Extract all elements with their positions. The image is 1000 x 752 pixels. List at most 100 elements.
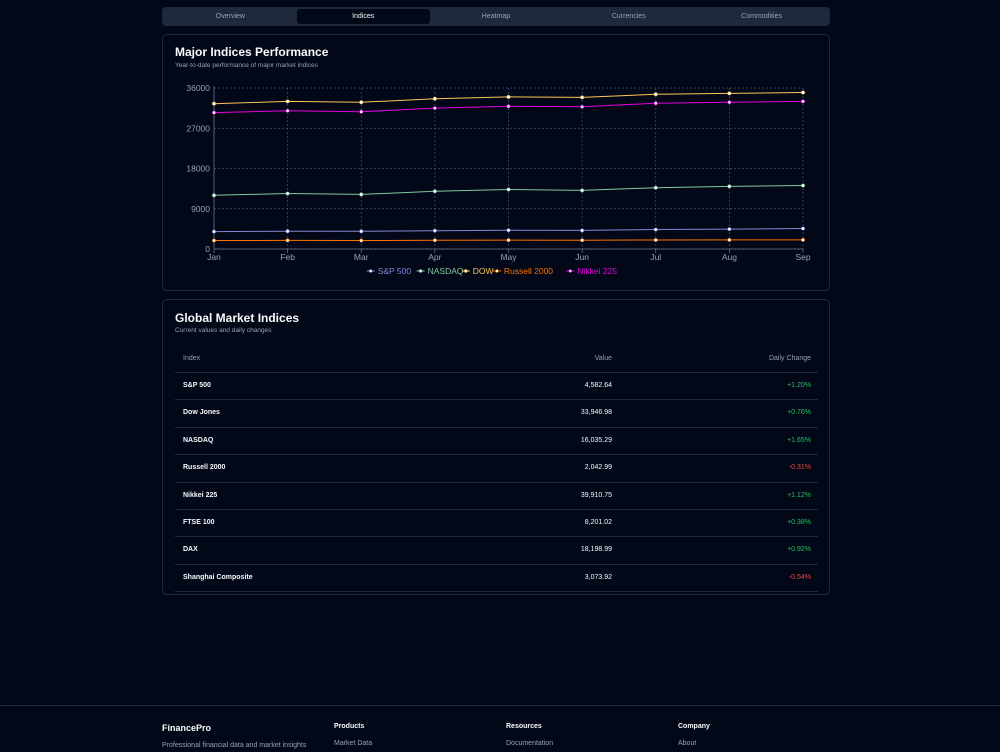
y-tick-label: 36000 [186, 83, 210, 93]
index-value: 18,198.99 [580, 546, 612, 554]
data-point [359, 238, 364, 243]
legend-marker [464, 269, 468, 273]
x-tick-label: Mar [354, 252, 369, 262]
footer-link-market-data[interactable]: Market Data [334, 740, 373, 747]
chart-card-subtitle: Year-to-date performance of major market… [175, 62, 318, 69]
data-point [432, 189, 437, 194]
data-point [212, 229, 216, 234]
data-point [359, 100, 364, 105]
index-value: 16,035.29 [580, 436, 612, 444]
global-indices-card: Global Market Indices Current values and… [162, 299, 830, 595]
table-row: DAX 18,198.99 +0.92% [175, 537, 818, 565]
tab-indices[interactable]: Indices [296, 9, 430, 24]
data-point [506, 187, 511, 192]
header-value: Value [594, 355, 612, 362]
indices-table: Index Value Daily Change S&P 500 4,582.64… [175, 346, 818, 593]
tab-bar: Overview Indices Heatmap Currencies Comm… [162, 7, 830, 26]
table-card-subtitle: Current values and daily changes [175, 327, 272, 334]
index-name: NASDAQ [183, 436, 214, 444]
x-tick-label: May [500, 252, 517, 262]
data-point [580, 238, 585, 243]
footer: FinancePro Professional financial data a… [0, 705, 1000, 752]
data-point [285, 99, 290, 104]
data-point [212, 101, 216, 106]
data-point [801, 226, 805, 231]
table-card-title: Global Market Indices [175, 311, 300, 325]
index-name: S&P 500 [183, 382, 211, 389]
data-point [432, 228, 437, 233]
footer-link-documentation[interactable]: Documentation [506, 740, 554, 747]
data-point [506, 238, 511, 243]
y-tick-label: 0 [205, 244, 210, 254]
y-tick-label: 9000 [191, 204, 210, 214]
index-daily-change: +0.92% [787, 546, 811, 554]
data-point [506, 104, 511, 109]
data-point [432, 238, 437, 243]
x-tick-label: Jun [575, 252, 589, 262]
x-tick-label: Apr [428, 252, 441, 262]
index-daily-change: -0.54% [788, 573, 811, 581]
index-daily-change: +0.38% [787, 518, 811, 526]
data-point [727, 227, 732, 231]
tab-commodities[interactable]: Commodities [741, 13, 783, 20]
table-row: Shanghai Composite 3,073.92 -0.54% [175, 565, 818, 593]
x-tick-label: Sep [795, 252, 810, 262]
x-tick-label: Jan [207, 252, 221, 262]
data-point [359, 229, 364, 234]
data-point [727, 184, 732, 189]
data-point [212, 193, 216, 198]
data-point [653, 227, 658, 232]
legend-marker [495, 269, 499, 273]
data-point [285, 238, 290, 243]
legend-item: DOW [473, 266, 494, 276]
data-point [727, 91, 732, 96]
data-point [801, 237, 805, 242]
tab-overview[interactable]: Overview [215, 13, 245, 20]
index-value: 39,910.75 [580, 491, 612, 499]
data-point [653, 185, 658, 190]
data-point [580, 228, 585, 233]
y-tick-label: 18000 [186, 164, 210, 174]
index-daily-change: -0.31% [788, 464, 811, 472]
data-point [285, 191, 290, 196]
index-value: 4,582.64 [584, 382, 612, 389]
data-point [727, 100, 732, 105]
data-point [212, 110, 216, 115]
footer-products-heading: Products [334, 723, 365, 730]
footer-company-heading: Company [678, 723, 710, 730]
table-row: S&P 500 4,582.64 +1.20% [175, 373, 818, 401]
footer-brand: FinancePro [162, 723, 212, 733]
y-tick-label: 27000 [186, 123, 210, 133]
data-point [285, 108, 290, 113]
index-daily-change: +1.65% [787, 436, 811, 444]
data-point [506, 95, 511, 99]
table-row: NASDAQ 16,035.29 +1.65% [175, 428, 818, 456]
index-name: Dow Jones [183, 409, 220, 417]
x-tick-label: Feb [280, 252, 295, 262]
data-point [727, 238, 732, 242]
footer-link-about[interactable]: About [678, 740, 697, 747]
footer-company-column: Company About [678, 723, 710, 747]
tab-currencies[interactable]: Currencies [611, 13, 646, 20]
index-name: DAX [183, 546, 198, 554]
table-row: Russell 2000 2,042.99 -0.31% [175, 455, 818, 483]
footer-tagline: Professional financial data and market i… [162, 742, 307, 749]
legend-marker [418, 269, 423, 273]
tab-heatmap[interactable]: Heatmap [481, 13, 511, 20]
data-point [285, 229, 290, 234]
table-header-row: Index Value Daily Change [175, 346, 818, 373]
legend-marker [369, 269, 373, 273]
footer-products-column: Products Market Data [334, 723, 372, 747]
data-point [801, 90, 805, 95]
data-point [506, 228, 511, 233]
index-name: Russell 2000 [183, 464, 226, 472]
footer-resources-heading: Resources [506, 723, 542, 730]
index-value: 3,073.92 [584, 573, 612, 581]
data-point [359, 109, 364, 114]
index-value: 8,201.02 [584, 518, 612, 526]
legend-item: Russell 2000 [504, 266, 553, 276]
index-name: Shanghai Composite [183, 573, 253, 581]
index-name: FTSE 100 [183, 518, 215, 526]
indices-line-chart: 0 9000 18000 27000 36000 Jan Feb Mar Apr May Jun Ju… [186, 83, 810, 276]
footer-brand-column: FinancePro Professional financial data a… [162, 723, 306, 749]
